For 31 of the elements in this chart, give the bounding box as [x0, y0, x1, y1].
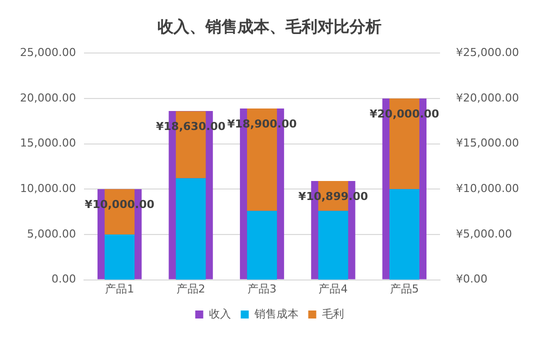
legend-label: 收入	[208, 307, 231, 320]
legend-label: 销售成本	[253, 307, 298, 320]
y-tick-label: 0.00	[51, 272, 76, 286]
x-tick-label: 产品1	[105, 282, 134, 296]
y2-tick-label: ¥25,000.00	[456, 46, 520, 60]
chart-title: 收入、销售成本、毛利对比分析	[158, 16, 382, 36]
data-label: ¥10,000.00	[84, 198, 155, 212]
bar	[104, 234, 135, 280]
x-tick-label: 产品2	[176, 282, 206, 296]
bar	[176, 178, 206, 280]
x-tick-label: 产品5	[390, 282, 419, 296]
bar	[389, 189, 420, 280]
y-tick-label: 15,000.00	[20, 136, 76, 150]
y2-tick-label: ¥0.00	[456, 272, 488, 286]
legend-label: 毛利	[322, 307, 344, 320]
y2-tick-label: ¥5,000.00	[456, 227, 512, 240]
y2-tick-label: ¥20,000.00	[456, 91, 520, 104]
data-label: ¥18,900.00	[227, 117, 298, 130]
y-tick-label: 5,000.00	[27, 227, 76, 240]
x-tick-label: 产品3	[248, 282, 276, 296]
y-tick-label: 25,000.00	[20, 46, 76, 60]
y2-tick-label: ¥10,000.00	[456, 182, 520, 196]
data-label: ¥10,899.00	[298, 190, 368, 203]
y-tick-label: 20,000.00	[20, 91, 76, 104]
x-tick-label: 产品4	[318, 282, 348, 296]
data-label: ¥18,630.00	[156, 120, 226, 133]
bar	[247, 210, 277, 280]
bar	[318, 210, 348, 280]
data-label: ¥20,000.00	[370, 107, 440, 120]
y2-tick-label: ¥15,000.00	[456, 136, 520, 150]
y-tick-label: 10,000.00	[20, 182, 76, 196]
